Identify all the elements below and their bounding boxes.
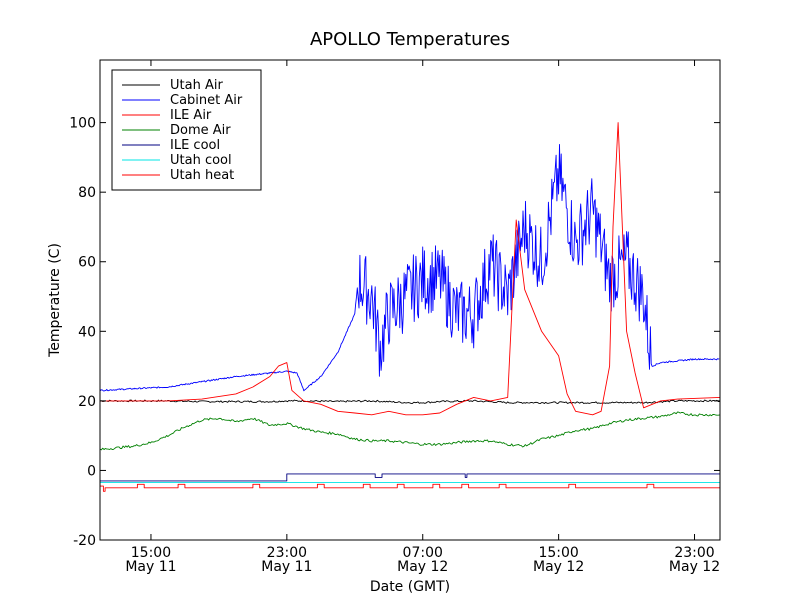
series-layer	[100, 122, 720, 492]
x-tick-label-time: 15:00	[131, 545, 171, 561]
y-tick-label: 20	[78, 394, 96, 410]
legend-label: Dome Air	[170, 123, 231, 138]
x-tick-label-date: May 11	[125, 559, 176, 575]
chart-title: APOLLO Temperatures	[310, 29, 510, 50]
legend-label: Utah Air	[170, 78, 223, 93]
x-axis-label: Date (GMT)	[370, 579, 450, 595]
y-tick-label: 60	[78, 255, 96, 271]
x-tick-label-date: May 12	[397, 559, 448, 575]
legend-label: Utah cool	[170, 153, 232, 168]
y-tick-label: 40	[78, 324, 96, 340]
legend-label: ILE Air	[170, 108, 212, 123]
x-tick-label-date: May 11	[261, 559, 312, 575]
x-tick-label-time: 15:00	[538, 545, 578, 561]
y-axis-label: Temperature (C)	[47, 243, 63, 358]
series-line-ile-air	[100, 122, 720, 416]
legend-label: Utah heat	[170, 168, 234, 183]
y-tick-label: -20	[73, 533, 96, 549]
x-tick-label-time: 07:00	[403, 545, 443, 561]
series-line-dome-air	[100, 411, 720, 451]
y-tick-label: 80	[78, 185, 96, 201]
x-tick-label-time: 23:00	[267, 545, 307, 561]
x-tick-label-date: May 12	[533, 559, 584, 575]
legend-label: ILE cool	[170, 138, 220, 153]
x-tick-label-date: May 12	[669, 559, 720, 575]
y-tick-label: 0	[87, 463, 96, 479]
series-line-utah-air	[100, 399, 720, 404]
series-line-ile-cool	[100, 473, 720, 482]
legend-label: Cabinet Air	[170, 93, 243, 108]
plot-frame	[99, 59, 721, 541]
series-line-utah-heat	[100, 483, 720, 492]
series-line-cabinet-air	[100, 144, 720, 392]
x-tick-label-time: 23:00	[674, 545, 714, 561]
y-tick-label: 100	[69, 116, 96, 132]
